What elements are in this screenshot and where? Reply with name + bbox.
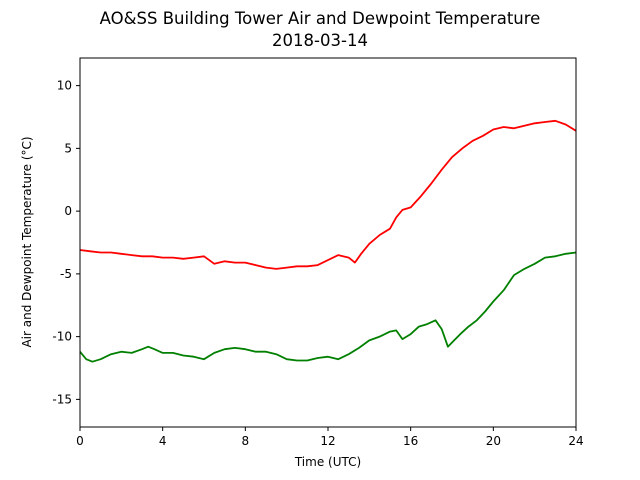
x-tick-label: 16 [403,434,418,448]
y-tick-label: 10 [57,79,72,93]
x-axis-label: Time (UTC) [294,455,361,469]
y-tick-label: 0 [64,204,72,218]
plot-frame [79,57,577,428]
x-tick-label: 24 [568,434,583,448]
y-tick-label: -5 [60,267,72,281]
chart-title: AO&SS Building Tower Air and Dewpoint Te… [100,9,541,28]
chart-subtitle: 2018-03-14 [272,31,368,50]
axis-ticks: 0 4 8 12 16 20 24 -15 -10 -5 0 5 10 [52,79,583,448]
x-tick-label: 4 [159,434,167,448]
x-tick-label: 20 [486,434,501,448]
y-axis-label: Air and Dewpoint Temperature (°C) [20,136,34,347]
y-tick-label: -10 [52,330,72,344]
y-tick-label: 5 [64,141,72,155]
air-temperature-line [79,119,577,270]
x-tick-label: 0 [76,434,84,448]
series-layer [79,119,577,363]
x-tick-label: 12 [320,434,335,448]
dewpoint-temperature-line [79,251,577,363]
x-tick-label: 8 [242,434,250,448]
y-tick-label: -15 [52,392,72,406]
